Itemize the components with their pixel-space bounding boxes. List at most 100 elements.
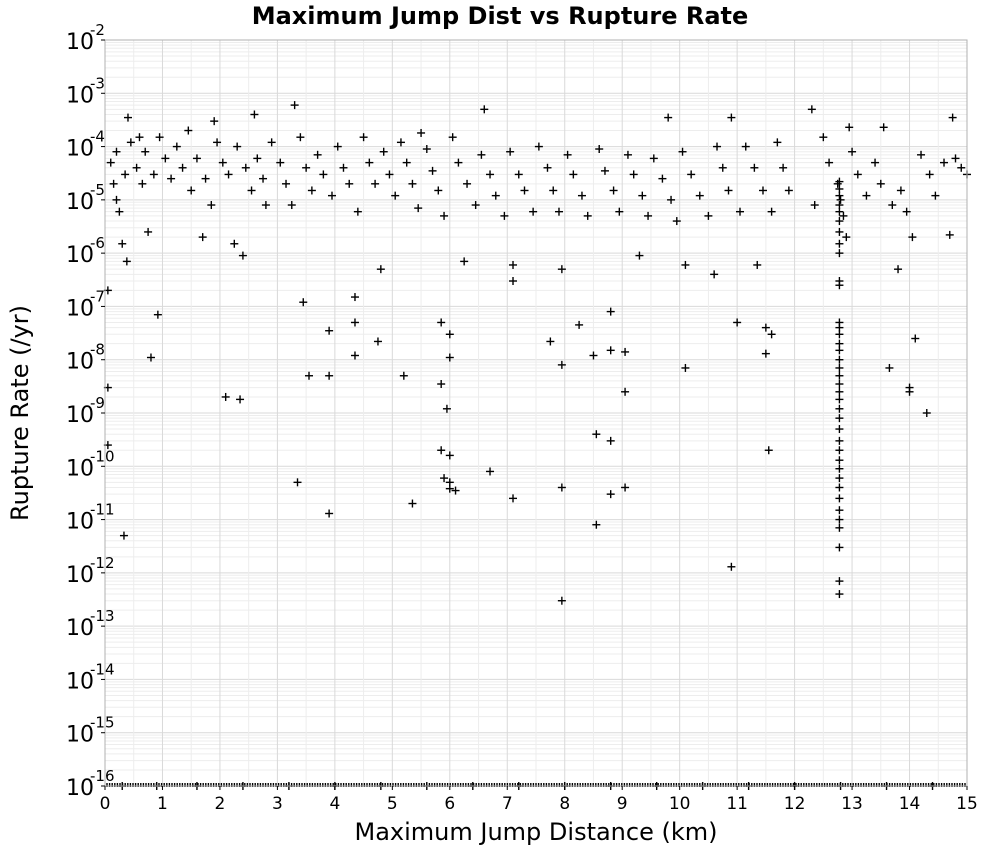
data-point: [325, 371, 334, 380]
data-point: [773, 138, 782, 147]
data-point: [839, 211, 848, 220]
data-point: [704, 211, 713, 220]
data-point: [302, 163, 311, 172]
data-point: [577, 191, 586, 200]
data-point: [187, 186, 196, 195]
data-point: [437, 446, 446, 455]
data-point: [122, 257, 131, 266]
data-point: [835, 590, 844, 599]
data-point: [922, 409, 931, 417]
x-tick-label: 9: [617, 794, 628, 814]
y-tick-exponent: -12: [90, 554, 115, 572]
data-point: [506, 147, 515, 156]
y-tick-label: 10: [66, 563, 94, 588]
data-point: [592, 520, 601, 529]
data-point: [695, 191, 704, 200]
data-point: [282, 179, 291, 188]
data-point: [463, 179, 472, 188]
data-point: [767, 330, 776, 339]
data-point: [396, 138, 405, 147]
data-point: [750, 163, 759, 172]
data-point: [448, 133, 457, 142]
data-point: [835, 387, 844, 396]
data-point: [842, 233, 851, 242]
data-point: [835, 414, 844, 423]
data-point: [835, 456, 844, 465]
data-point: [835, 239, 844, 248]
data-point: [118, 239, 127, 248]
data-point: [876, 179, 885, 188]
data-point: [835, 371, 844, 380]
y-tick-exponent: -15: [90, 714, 115, 732]
data-point: [172, 142, 181, 151]
data-point: [259, 174, 268, 183]
data-point: [917, 150, 926, 159]
data-point: [480, 105, 489, 114]
data-point: [733, 318, 742, 327]
data-point: [153, 310, 162, 319]
data-point: [250, 110, 259, 119]
data-point: [109, 179, 118, 188]
data-point: [434, 186, 443, 195]
data-point: [529, 207, 538, 216]
data-point: [835, 464, 844, 473]
data-point: [835, 201, 844, 210]
data-point: [649, 154, 658, 163]
data-point: [835, 395, 844, 404]
data-point: [414, 204, 423, 213]
data-point: [509, 260, 518, 269]
data-point: [192, 154, 201, 163]
x-axis-label: Maximum Jump Distance (km): [355, 818, 718, 846]
data-point: [350, 351, 359, 360]
data-point: [112, 195, 121, 204]
y-tick-label: 10: [66, 510, 94, 535]
data-point: [422, 145, 431, 154]
data-point: [451, 486, 460, 495]
data-point: [296, 133, 305, 142]
data-point: [741, 142, 750, 151]
data-point: [835, 523, 844, 532]
data-point: [592, 430, 601, 439]
data-point: [681, 260, 690, 269]
data-point: [238, 251, 247, 260]
y-tick-label: 10: [66, 723, 94, 748]
data-point: [149, 170, 158, 179]
data-point: [713, 142, 722, 151]
y-tick-exponent: -5: [90, 181, 105, 199]
data-point: [557, 596, 566, 605]
data-point: [233, 142, 242, 151]
data-point: [761, 323, 770, 332]
x-tick-label: 14: [899, 794, 921, 814]
data-point: [736, 207, 745, 216]
data-point: [810, 201, 819, 210]
data-point: [253, 154, 262, 163]
y-tick-label: 10: [66, 296, 94, 321]
data-point: [835, 494, 844, 503]
data-point: [221, 392, 230, 401]
data-point: [853, 170, 862, 179]
chart-title: Maximum Jump Dist vs Rupture Rate: [252, 2, 749, 30]
data-point: [305, 371, 314, 380]
data-point: [123, 113, 132, 122]
y-axis-label: Rupture Rate (/yr): [6, 305, 34, 521]
data-point: [606, 490, 615, 499]
data-point: [408, 179, 417, 188]
data-point: [144, 227, 153, 236]
y-axis-ticks: 10-210-310-410-510-610-710-810-910-1010-…: [66, 21, 115, 801]
data-point: [825, 158, 834, 167]
data-point: [678, 147, 687, 156]
data-point: [350, 293, 359, 302]
data-point: [557, 360, 566, 369]
data-point: [445, 451, 454, 460]
data-point: [119, 531, 128, 540]
data-point: [376, 265, 385, 274]
data-point: [379, 147, 388, 156]
data-point: [621, 347, 630, 356]
data-point: [218, 158, 227, 167]
data-point: [835, 543, 844, 552]
data-point: [835, 577, 844, 586]
data-point: [325, 509, 334, 518]
data-point: [595, 145, 604, 154]
data-point: [724, 186, 733, 195]
data-point: [509, 277, 518, 286]
